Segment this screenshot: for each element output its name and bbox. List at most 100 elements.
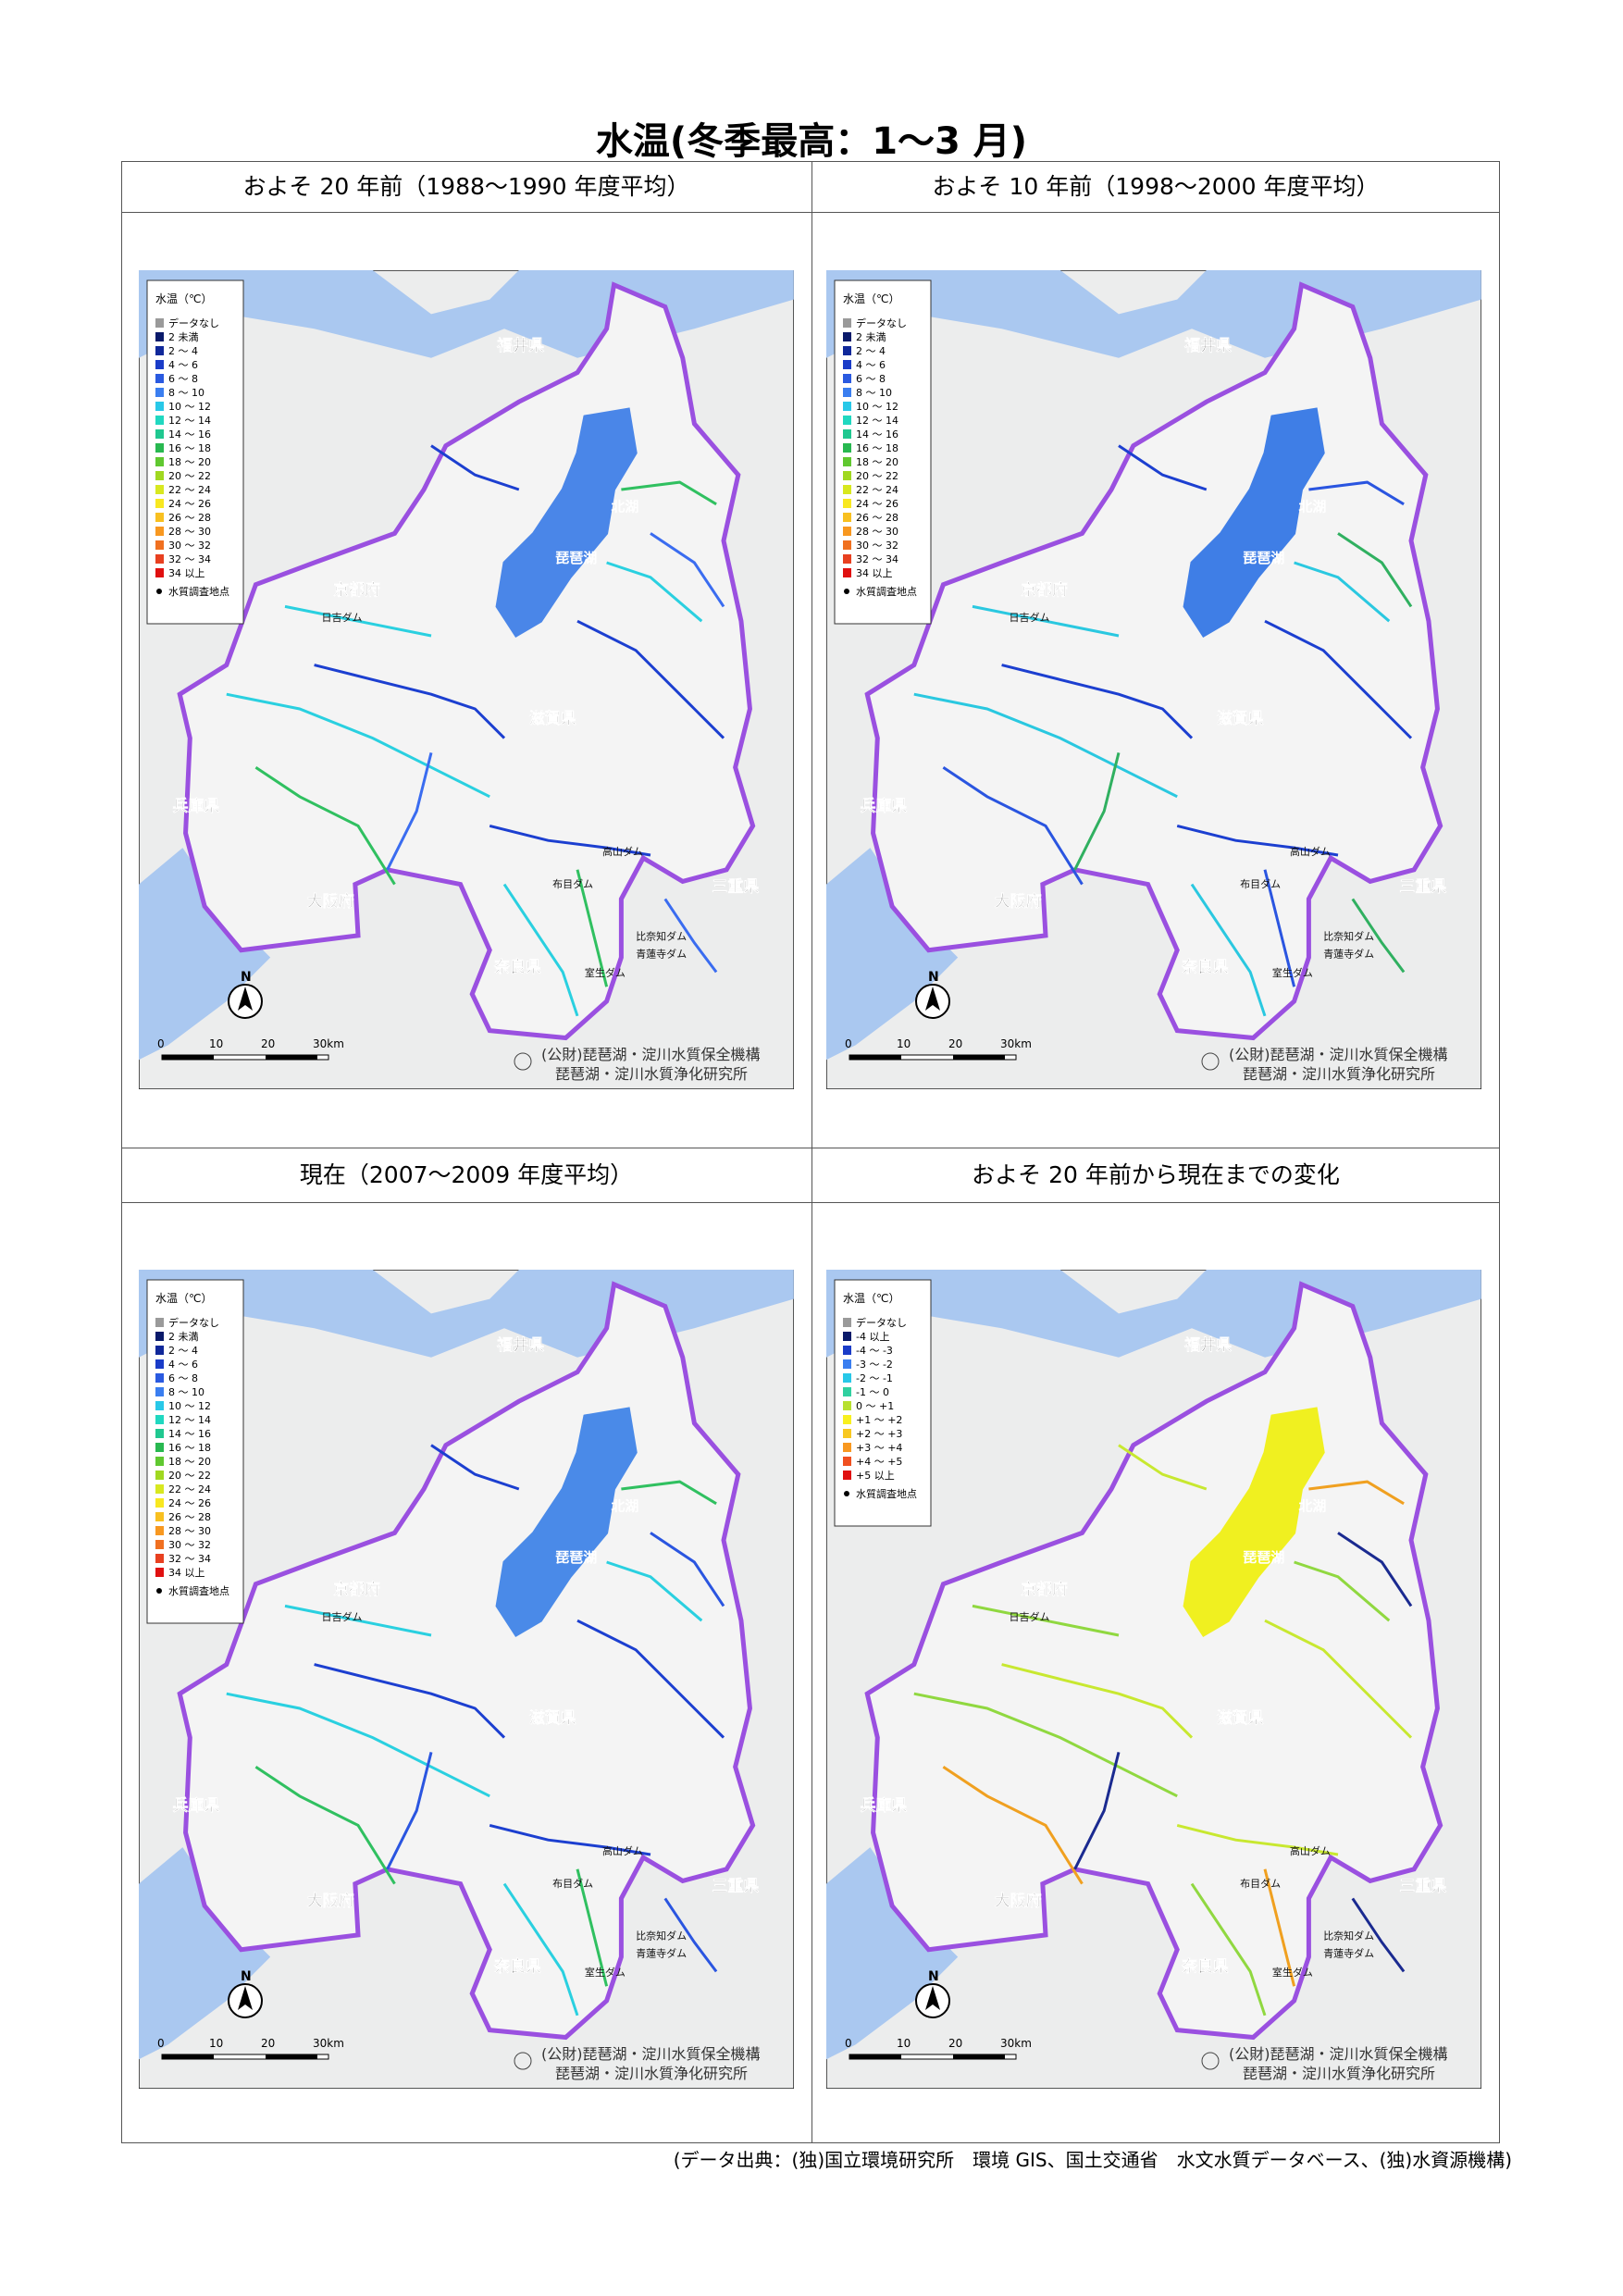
river [254, 1765, 396, 1885]
legend-label: 26 ～ 28 [168, 512, 211, 524]
place-label: 室生ダム [1272, 966, 1313, 979]
table-frame [121, 161, 1500, 2143]
place-label: 大阪府 [307, 1891, 354, 1910]
place-label: 滋賀県 [529, 1708, 576, 1728]
river [430, 444, 520, 491]
legend-label: 2 未満 [168, 1331, 199, 1343]
legend-label: 32 ～ 34 [856, 553, 898, 565]
copyright [1201, 1052, 1220, 1071]
osaka-bay [139, 848, 271, 1061]
river [1118, 1444, 1208, 1491]
legend-swatch [155, 388, 164, 397]
river [913, 692, 1178, 799]
legend-label: 14 ～ 16 [168, 1428, 211, 1440]
place-label: 福井県 [496, 336, 544, 355]
river [1351, 898, 1406, 974]
scale-bar [953, 1055, 1005, 1060]
legend-label: 32 ～ 34 [168, 1553, 211, 1565]
scale-label: 0 [845, 1037, 852, 1050]
place-label: 比奈知ダム [1323, 1930, 1374, 1942]
place-label: 青蓮寺ダム [1323, 948, 1374, 961]
legend-swatch [155, 1443, 164, 1452]
place-label: 京都府 [1021, 580, 1068, 600]
river [972, 604, 1120, 638]
legend-label: データなし [856, 1316, 907, 1329]
place-label: 日吉ダム [1010, 1610, 1050, 1623]
river [1176, 824, 1339, 857]
river [1001, 664, 1194, 739]
river [663, 898, 718, 974]
legend-swatch [843, 499, 851, 508]
legend-swatch [155, 416, 164, 425]
legend-swatch [843, 1359, 851, 1369]
legend-swatch [843, 318, 851, 328]
place-label: 青蓮寺ダム [636, 948, 687, 961]
legend-swatch [155, 471, 164, 480]
legend-swatch [155, 1318, 164, 1327]
legend-label: 28 ～ 30 [168, 1525, 211, 1537]
legend-label: 30 ～ 32 [856, 540, 898, 552]
legend-label: 10 ～ 12 [168, 1400, 211, 1412]
legend-label: 12 ～ 14 [856, 415, 898, 427]
place-label: 高山ダム [602, 1844, 643, 1857]
place-label: 兵庫県 [860, 797, 907, 816]
legend-station-marker [156, 589, 162, 594]
scale-label: 0 [157, 2037, 165, 2050]
scale-label: 30km [1000, 2037, 1032, 2050]
river [284, 604, 432, 638]
legend-swatch [843, 513, 851, 522]
legend-label: 30 ～ 32 [168, 1539, 211, 1551]
river [386, 1752, 433, 1870]
legend-swatch [155, 1484, 164, 1494]
source-note: (データ出典：(独)国立環境研究所 環境 GIS、国土交通省 水文水質データベー… [673, 2149, 1512, 2171]
legend-swatch [843, 1373, 851, 1383]
legend-swatch [843, 1401, 851, 1410]
legend-label: 水質調査地点 [856, 585, 917, 598]
scale-bar [266, 2054, 317, 2059]
north-label: N [241, 970, 252, 985]
legend-swatch [155, 1498, 164, 1508]
legend-swatch [155, 360, 164, 369]
river [972, 1604, 1120, 1637]
legend-label: 32 ～ 34 [168, 553, 211, 565]
river [576, 1868, 609, 1987]
lake [1183, 407, 1325, 639]
river [1263, 869, 1296, 987]
lake [495, 1407, 638, 1638]
legend-swatch [843, 540, 851, 550]
legend-swatch [843, 457, 851, 466]
legend-label: 18 ～ 20 [856, 456, 898, 468]
legend-swatch [155, 513, 164, 522]
river [1190, 883, 1267, 1017]
legend-label: 34 以上 [856, 567, 893, 579]
legend-label: -4 ～ -3 [856, 1345, 893, 1357]
legend-label: 8 ～ 10 [168, 387, 204, 399]
river [1118, 444, 1208, 491]
credit: 琵琶湖・淀川水質浄化研究所 [555, 2065, 748, 2082]
river [314, 1663, 506, 1739]
legend-title: 水温（℃） [843, 292, 899, 305]
place-label: 三重県 [1399, 1877, 1446, 1896]
panel-heading: およそ 20 年前（1988～1990 年度平均） [242, 173, 690, 200]
legend-title: 水温（℃） [155, 1292, 212, 1305]
river [1337, 1532, 1413, 1607]
credit: 琵琶湖・淀川水質浄化研究所 [1243, 2065, 1435, 2082]
page-title: 水温(冬季最高：1～3 月) [595, 120, 1028, 163]
legend-swatch [155, 568, 164, 577]
legend-swatch [843, 1443, 851, 1452]
scale-label: 10 [897, 2037, 911, 2050]
river [226, 692, 490, 799]
legend-label: 18 ～ 20 [168, 456, 211, 468]
legend-swatch [155, 374, 164, 383]
legend-swatch [843, 1318, 851, 1327]
legend-label: 4 ～ 6 [856, 359, 886, 371]
legend-label: 16 ～ 18 [168, 1442, 211, 1454]
scale-label: 30km [313, 2037, 344, 2050]
river [1176, 1823, 1339, 1856]
legend-swatch [155, 457, 164, 466]
north-arrow [238, 987, 253, 1011]
place-label: 北湖 [611, 499, 638, 515]
legend-label: 4 ～ 6 [168, 1359, 198, 1371]
legend-label: 26 ～ 28 [856, 512, 898, 524]
